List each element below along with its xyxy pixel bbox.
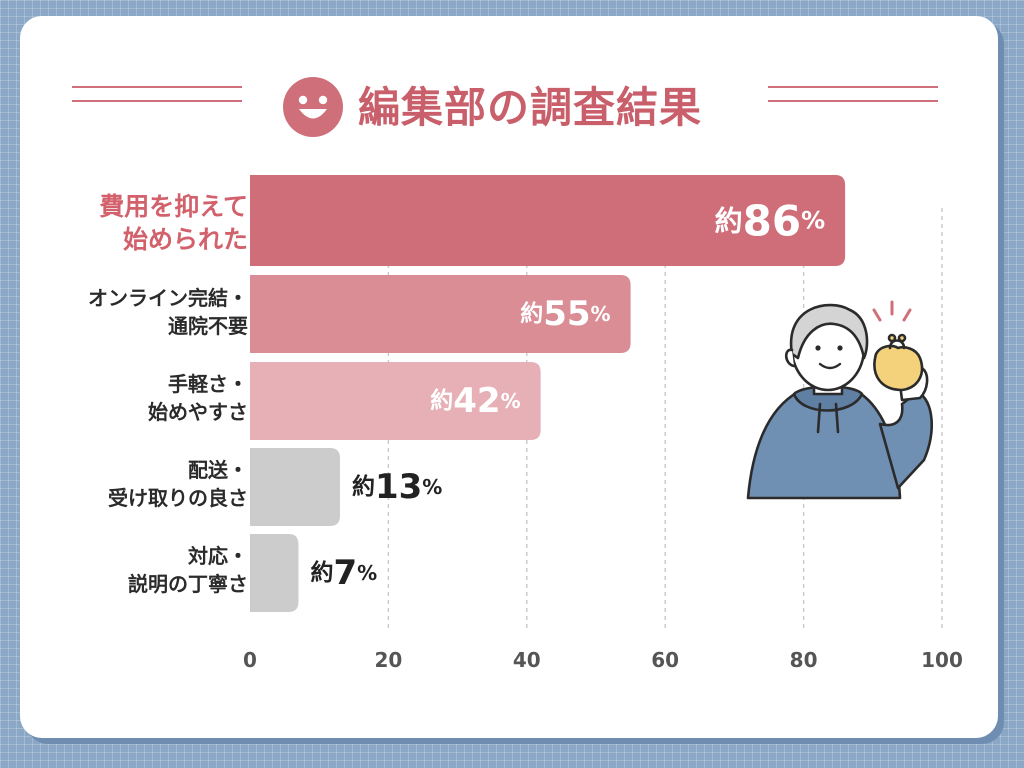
data-label-number: 86: [743, 196, 801, 245]
title-rule-right-bottom: [768, 100, 938, 102]
data-label-number: 42: [453, 381, 500, 421]
person-illustration: [746, 300, 934, 500]
category-label-cost: 費用を抑えて 始められた: [99, 192, 248, 254]
x-tick-label-80: 80: [790, 648, 818, 672]
smiley-face-icon: [283, 77, 343, 137]
title-rule-left-bottom: [72, 100, 242, 102]
data-label-1: 約55%: [520, 294, 610, 334]
data-label-number: 7: [333, 553, 357, 593]
data-label-3: 約13%: [352, 467, 442, 507]
data-label-prefix: 約: [715, 204, 743, 237]
data-label-prefix: 約: [520, 300, 543, 327]
category-label-support: 対応・ 説明の丁寧さ: [128, 544, 248, 596]
bar-1: [250, 275, 631, 353]
data-label-number: 13: [375, 467, 422, 507]
bar-2: [250, 362, 541, 440]
bar-3: [250, 448, 340, 526]
x-tick-label-40: 40: [513, 648, 541, 672]
bar-4: [250, 534, 299, 612]
infographic-card: 編集部の調査結果 費用を抑えて 始められた オンライン完結・ 通院不要 手軽さ・…: [20, 16, 998, 738]
bar-0: [250, 175, 846, 266]
data-label-4: 約7%: [310, 553, 377, 593]
data-label-number: 55: [543, 294, 590, 334]
data-label-0: 約86%: [715, 196, 826, 245]
data-label-prefix: 約: [352, 473, 375, 500]
page-title: 編集部の調査結果: [358, 83, 703, 132]
x-tick-label-0: 0: [243, 648, 257, 672]
data-label-prefix: 約: [430, 387, 453, 414]
data-label-unit: %: [422, 475, 442, 499]
bar-chart: 約86%約55%約42%約13%約7%0 20 40 60 80 100: [243, 175, 963, 672]
title-rule-left-top: [72, 86, 242, 88]
data-label-unit: %: [357, 561, 377, 585]
x-tick-label-100: 100: [921, 648, 963, 672]
category-label-ease: 手軽さ・ 始めやすさ: [148, 372, 248, 424]
category-label-online: オンライン完結・ 通院不要: [88, 286, 248, 338]
x-tick-label-20: 20: [374, 648, 402, 672]
data-label-unit: %: [801, 207, 825, 235]
data-label-unit: %: [501, 389, 521, 413]
data-label-2: 約42%: [430, 381, 520, 421]
title-rule-right-top: [768, 86, 938, 88]
title-row: 編集部の調査結果: [20, 16, 998, 176]
data-label-unit: %: [591, 302, 611, 326]
x-tick-label-60: 60: [651, 648, 679, 672]
data-label-prefix: 約: [310, 559, 333, 586]
category-label-delivery: 配送・ 受け取りの良さ: [108, 458, 248, 510]
